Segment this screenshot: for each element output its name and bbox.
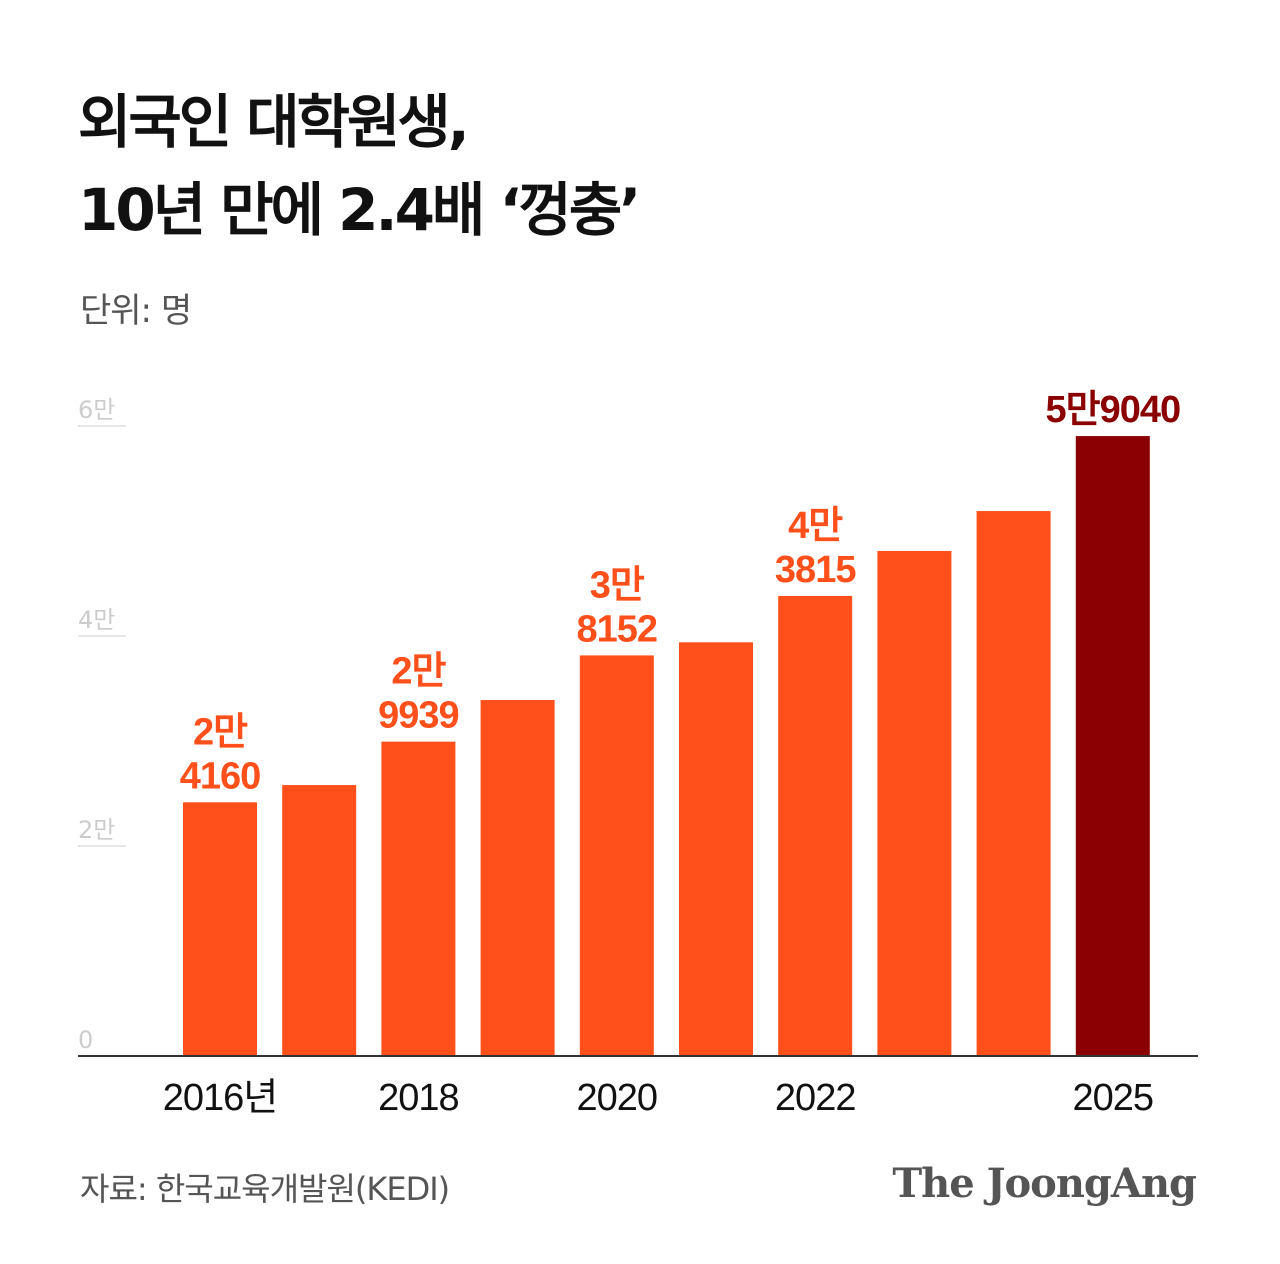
bar-2022 (778, 595, 853, 1056)
bar-2017 (282, 785, 357, 1056)
unit-label: 단위: 명 (80, 291, 192, 331)
y-tick-label-0: 0 (78, 1026, 93, 1054)
bar-2021 (679, 642, 753, 1056)
y-tick-label-3: 6만 (78, 396, 115, 424)
bar-2018 (381, 741, 456, 1056)
data-label-2022-line-1: 4만 (788, 505, 843, 547)
data-label-2018-line-1: 2만 (391, 651, 446, 693)
data-label-2016-line-2: 4160 (180, 755, 261, 797)
bar-2016 (183, 802, 257, 1056)
y-tick-label-1: 2만 (78, 816, 115, 844)
data-label-2020-line-2: 8152 (577, 608, 658, 650)
y-tick-label-2: 4만 (78, 606, 115, 634)
data-label-2020-line-1: 3만 (590, 564, 645, 606)
data-label-2022-line-2: 3815 (775, 549, 856, 591)
chart-title-line-1: 외국인 대학원생, (78, 88, 470, 156)
data-label-2025-line-1: 5만9040 (1045, 389, 1180, 431)
data-label-2016-line-1: 2만 (193, 711, 248, 753)
x-tick-label-2025: 2025 (1073, 1077, 1154, 1119)
data-label-2018-line-2: 9939 (378, 695, 459, 737)
chart-title-line-2: 10년 만에 2.4배 ‘껑충’ (78, 176, 641, 244)
x-tick-label-2016: 2016년 (163, 1077, 278, 1119)
x-tick-label-2018: 2018 (378, 1077, 459, 1119)
chart-title: 외국인 대학원생, 10년 만에 2.4배 ‘껑충’ (78, 78, 641, 254)
bar-2024 (976, 511, 1051, 1056)
bar-2019 (480, 700, 555, 1056)
brand-logo: The JoongAng (892, 1160, 1197, 1207)
bar-2023 (877, 550, 952, 1056)
bar-2025 (1075, 436, 1150, 1057)
x-tick-label-2022: 2022 (775, 1077, 856, 1119)
source-note: 자료: 한국교육개발원(KEDI) (80, 1170, 450, 1208)
x-tick-label-2020: 2020 (577, 1077, 658, 1119)
bar-2020 (579, 655, 654, 1056)
